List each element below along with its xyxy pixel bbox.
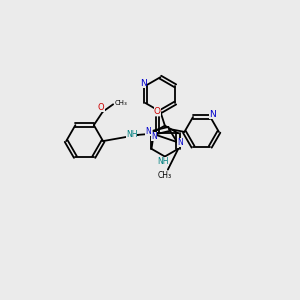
Text: CH₃: CH₃ [114,100,127,106]
Text: N: N [177,138,183,147]
Text: N: N [209,110,216,119]
Text: N: N [151,132,157,141]
Text: CH₃: CH₃ [158,171,172,180]
Text: O: O [98,103,105,112]
Text: O: O [154,107,161,116]
Text: NH: NH [126,130,137,139]
Text: N: N [140,79,146,88]
Text: NH: NH [158,158,169,166]
Text: N: N [145,128,151,136]
